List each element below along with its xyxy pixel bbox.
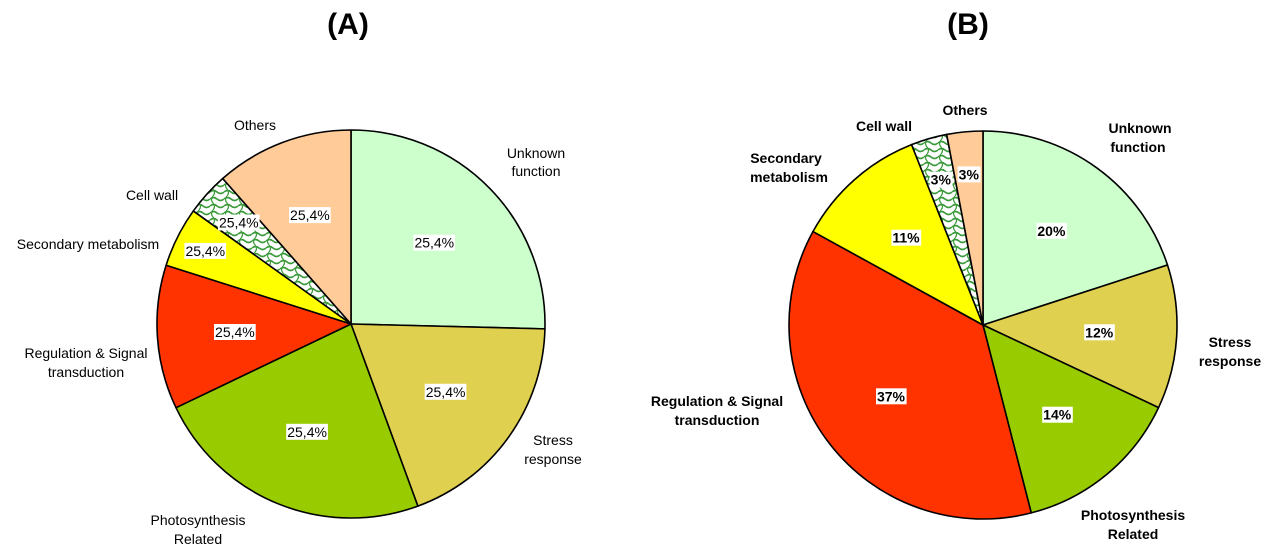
pie-a-slice-unknown (350, 129, 546, 330)
pie-a-label-unknown-line1: Unknown (507, 145, 565, 161)
pie-a-label-stress-line2: response (524, 451, 582, 467)
pie-b-label-secondary-line2: metabolism (750, 169, 828, 185)
pie-a-pct-cellwall: 25,4% (219, 215, 259, 231)
pie-b-label-stress-line2: response (1199, 353, 1261, 369)
pie-b-pct-secondary: 11% (892, 230, 920, 246)
pie-a-pct-bg-cellwall (217, 214, 260, 231)
pie-b-slice-regulation (788, 230, 1033, 520)
pie-b-slice-stress (982, 264, 1178, 409)
panel-title-a: (A) (327, 8, 369, 41)
pie-b-pct-others: 3% (959, 166, 980, 182)
pie-b-pct-regulation: 37% (877, 388, 906, 404)
pie-b-label-stress-line1: Stress (1209, 334, 1252, 350)
pie-chart-a: 25,4% 25,4% 25,4% 25,4% 25,4% 25,4% 25,4% (156, 129, 546, 519)
pie-a-pct-others: 25,4% (290, 207, 330, 223)
pie-b-pct-photosynthesis: 14% (1043, 407, 1072, 423)
pie-b-pct-bg-cellwall (929, 171, 953, 188)
pie-b-pct-unknown: 20% (1037, 223, 1066, 239)
pie-b-label-cellwall: Cell wall (856, 118, 912, 134)
pie-b-label-secondary-line1: Secondary (750, 150, 822, 166)
pie-b-pct-bg-photosynthesis (1042, 406, 1073, 423)
pie-b-pct-bg-others (957, 166, 981, 183)
pie-a-pct-stress: 25,4% (426, 384, 466, 400)
pie-a-label-photosynthesis-line2: Related (174, 531, 222, 547)
pie-a-category-labels: Unknown function Stress response Photosy… (17, 117, 582, 547)
pie-b-label-photosynthesis-line2: Related (1108, 526, 1159, 542)
pie-a-pct-photosynthesis: 25,4% (287, 424, 327, 440)
pie-a-pct-bg-others (289, 207, 331, 224)
pie-a-label-photosynthesis-line1: Photosynthesis (151, 512, 246, 528)
pie-a-label-secondary: Secondary metabolism (17, 236, 159, 252)
pie-a-pct-regulation: 25,4% (215, 324, 255, 340)
pie-a-pct-bg-secondary (184, 242, 227, 259)
pie-a-pct-bg-photosynthesis (286, 423, 328, 440)
pie-a-pct-bg-unknown (413, 234, 456, 251)
pie-b-label-unknown-line1: Unknown (1109, 120, 1172, 136)
pie-b-pct-cellwall: 3% (931, 172, 952, 188)
pie-a-label-regulation-line2: transduction (48, 364, 124, 380)
pie-b-label-regulation-line1: Regulation & Signal (651, 393, 783, 409)
pie-a-label-stress-line1: Stress (533, 432, 573, 448)
pie-a-slice-others (221, 129, 352, 325)
pie-a-label-others: Others (234, 117, 276, 133)
pie-a-label-regulation-line1: Regulation & Signal (25, 345, 148, 361)
pie-chart-b: 20% 12% 14% 37% 11% 3% 3% (788, 130, 1178, 520)
pie-b-category-labels: Unknown function Stress response Photosy… (651, 102, 1261, 542)
pie-a-slice-stress (350, 323, 546, 507)
panel-title-b: (B) (947, 8, 989, 41)
pie-a-pct-unknown: 25,4% (414, 235, 454, 251)
pie-a-label-cellwall: Cell wall (126, 187, 178, 203)
pie-a-pct-secondary: 25,4% (185, 243, 225, 259)
pie-b-label-unknown-line2: function (1110, 139, 1165, 155)
pie-b-pct-stress: 12% (1085, 324, 1114, 340)
pie-b-label-regulation-line2: transduction (675, 412, 760, 428)
pie-b-label-others: Others (942, 102, 987, 118)
pie-a-pct-bg-stress (424, 383, 467, 400)
pie-b-pct-bg-stress (1084, 324, 1115, 341)
pie-b-label-photosynthesis-line1: Photosynthesis (1081, 507, 1185, 523)
pie-b-pct-bg-unknown (1036, 222, 1067, 239)
pie-b-pct-bg-secondary (891, 229, 922, 246)
pie-a-label-unknown-line2: function (511, 163, 560, 179)
pie-b-slice-unknown (982, 130, 1169, 326)
pie-a-slice-photosynthesis (175, 323, 419, 519)
pie-a-pct-bg-regulation (214, 324, 256, 340)
pie-b-pct-bg-regulation (876, 388, 907, 405)
